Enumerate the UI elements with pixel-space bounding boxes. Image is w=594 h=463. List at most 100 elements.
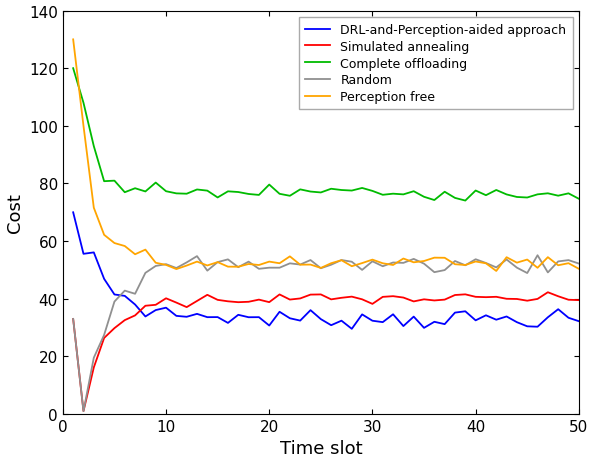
DRL-and-Perception-aided approach: [307, 308, 314, 313]
Complete offloading: [235, 190, 242, 195]
Simulated annealing: [266, 300, 273, 305]
Perception free: [111, 241, 118, 246]
Random: [390, 260, 397, 266]
DRL-and-Perception-aided approach: [492, 317, 500, 323]
Perception free: [369, 257, 376, 263]
Random: [482, 261, 489, 266]
Complete offloading: [575, 197, 582, 202]
Perception free: [100, 232, 108, 238]
Perception free: [534, 265, 541, 271]
Complete offloading: [348, 188, 355, 194]
Random: [348, 259, 355, 265]
DRL-and-Perception-aided approach: [524, 324, 531, 329]
DRL-and-Perception-aided approach: [131, 302, 138, 307]
DRL-and-Perception-aided approach: [482, 313, 489, 319]
Complete offloading: [276, 192, 283, 197]
Complete offloading: [80, 101, 87, 106]
Simulated annealing: [431, 298, 438, 304]
Simulated annealing: [400, 295, 407, 300]
DRL-and-Perception-aided approach: [296, 318, 304, 324]
Simulated annealing: [441, 297, 448, 303]
Perception free: [276, 261, 283, 267]
DRL-and-Perception-aided approach: [255, 315, 263, 320]
DRL-and-Perception-aided approach: [451, 310, 459, 316]
Perception free: [513, 260, 520, 266]
Random: [441, 268, 448, 273]
Random: [369, 259, 376, 264]
Complete offloading: [327, 187, 334, 192]
Simulated annealing: [575, 298, 582, 303]
Perception free: [173, 267, 180, 272]
Simulated annealing: [100, 336, 108, 341]
Perception free: [307, 262, 314, 268]
Complete offloading: [359, 186, 366, 191]
Perception free: [90, 206, 97, 211]
DRL-and-Perception-aided approach: [348, 326, 355, 332]
DRL-and-Perception-aided approach: [534, 324, 541, 330]
Simulated annealing: [69, 316, 77, 322]
Complete offloading: [492, 188, 500, 194]
Perception free: [472, 259, 479, 265]
Perception free: [296, 263, 304, 268]
Perception free: [379, 261, 386, 267]
DRL-and-Perception-aided approach: [410, 314, 417, 320]
Random: [544, 270, 551, 275]
Simulated annealing: [492, 294, 500, 300]
Perception free: [142, 247, 149, 253]
Perception free: [266, 259, 273, 265]
DRL-and-Perception-aided approach: [472, 318, 479, 324]
X-axis label: Time slot: Time slot: [280, 439, 362, 457]
Complete offloading: [173, 191, 180, 197]
DRL-and-Perception-aided approach: [441, 322, 448, 327]
Perception free: [152, 260, 159, 266]
Complete offloading: [111, 178, 118, 184]
Perception free: [338, 258, 345, 263]
Random: [90, 355, 97, 361]
Complete offloading: [555, 194, 562, 199]
DRL-and-Perception-aided approach: [163, 305, 170, 311]
Simulated annealing: [163, 296, 170, 301]
Simulated annealing: [173, 300, 180, 306]
Simulated annealing: [245, 300, 252, 305]
DRL-and-Perception-aided approach: [183, 314, 190, 320]
Complete offloading: [431, 198, 438, 203]
Complete offloading: [100, 179, 108, 185]
DRL-and-Perception-aided approach: [327, 323, 334, 328]
Random: [524, 271, 531, 276]
DRL-and-Perception-aided approach: [276, 309, 283, 315]
Random: [111, 299, 118, 305]
Complete offloading: [410, 189, 417, 194]
Random: [173, 266, 180, 271]
DRL-and-Perception-aided approach: [245, 315, 252, 320]
Random: [183, 260, 190, 266]
Complete offloading: [544, 191, 551, 197]
Perception free: [482, 261, 489, 267]
Simulated annealing: [390, 294, 397, 299]
Random: [338, 258, 345, 263]
Simulated annealing: [524, 298, 531, 304]
Simulated annealing: [276, 292, 283, 298]
Complete offloading: [286, 194, 293, 199]
Perception free: [524, 257, 531, 263]
Complete offloading: [131, 186, 138, 192]
Simulated annealing: [379, 294, 386, 300]
Random: [575, 261, 582, 267]
Perception free: [359, 261, 366, 266]
Random: [121, 288, 128, 294]
Random: [80, 408, 87, 414]
Complete offloading: [400, 192, 407, 198]
Perception free: [286, 254, 293, 260]
Simulated annealing: [225, 299, 232, 305]
Perception free: [503, 255, 510, 260]
Simulated annealing: [472, 294, 479, 300]
Perception free: [400, 256, 407, 262]
Random: [204, 268, 211, 274]
Simulated annealing: [338, 295, 345, 301]
Perception free: [390, 263, 397, 268]
Perception free: [441, 256, 448, 261]
Simulated annealing: [410, 299, 417, 305]
DRL-and-Perception-aided approach: [69, 210, 77, 216]
Simulated annealing: [348, 294, 355, 300]
Perception free: [421, 259, 428, 264]
Random: [359, 268, 366, 273]
